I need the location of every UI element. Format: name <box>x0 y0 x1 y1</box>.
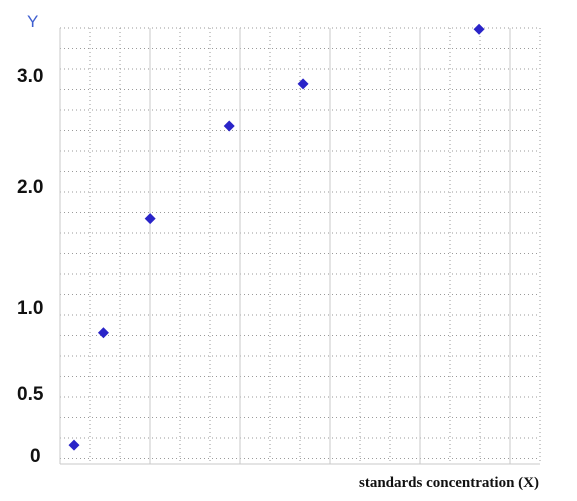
y-tick-label-3.0: 3.0 <box>17 66 43 87</box>
y-tick-label-0.5: 0.5 <box>17 384 44 405</box>
data-point-3 <box>144 213 156 225</box>
y-tick-label-1.0: 1.0 <box>17 298 43 319</box>
y-tick-label-0: 0 <box>30 446 41 467</box>
data-points <box>68 23 485 451</box>
data-point-4 <box>223 120 235 132</box>
data-point-1 <box>68 439 80 451</box>
y-tick-label-2.0: 2.0 <box>17 177 43 198</box>
x-axis-label: standards concentration (X) <box>359 475 539 491</box>
y-axis-label: Y <box>27 12 38 31</box>
data-point-6 <box>473 23 485 35</box>
data-point-5 <box>297 78 309 90</box>
grid-lines <box>59 27 541 465</box>
data-point-2 <box>97 327 109 339</box>
